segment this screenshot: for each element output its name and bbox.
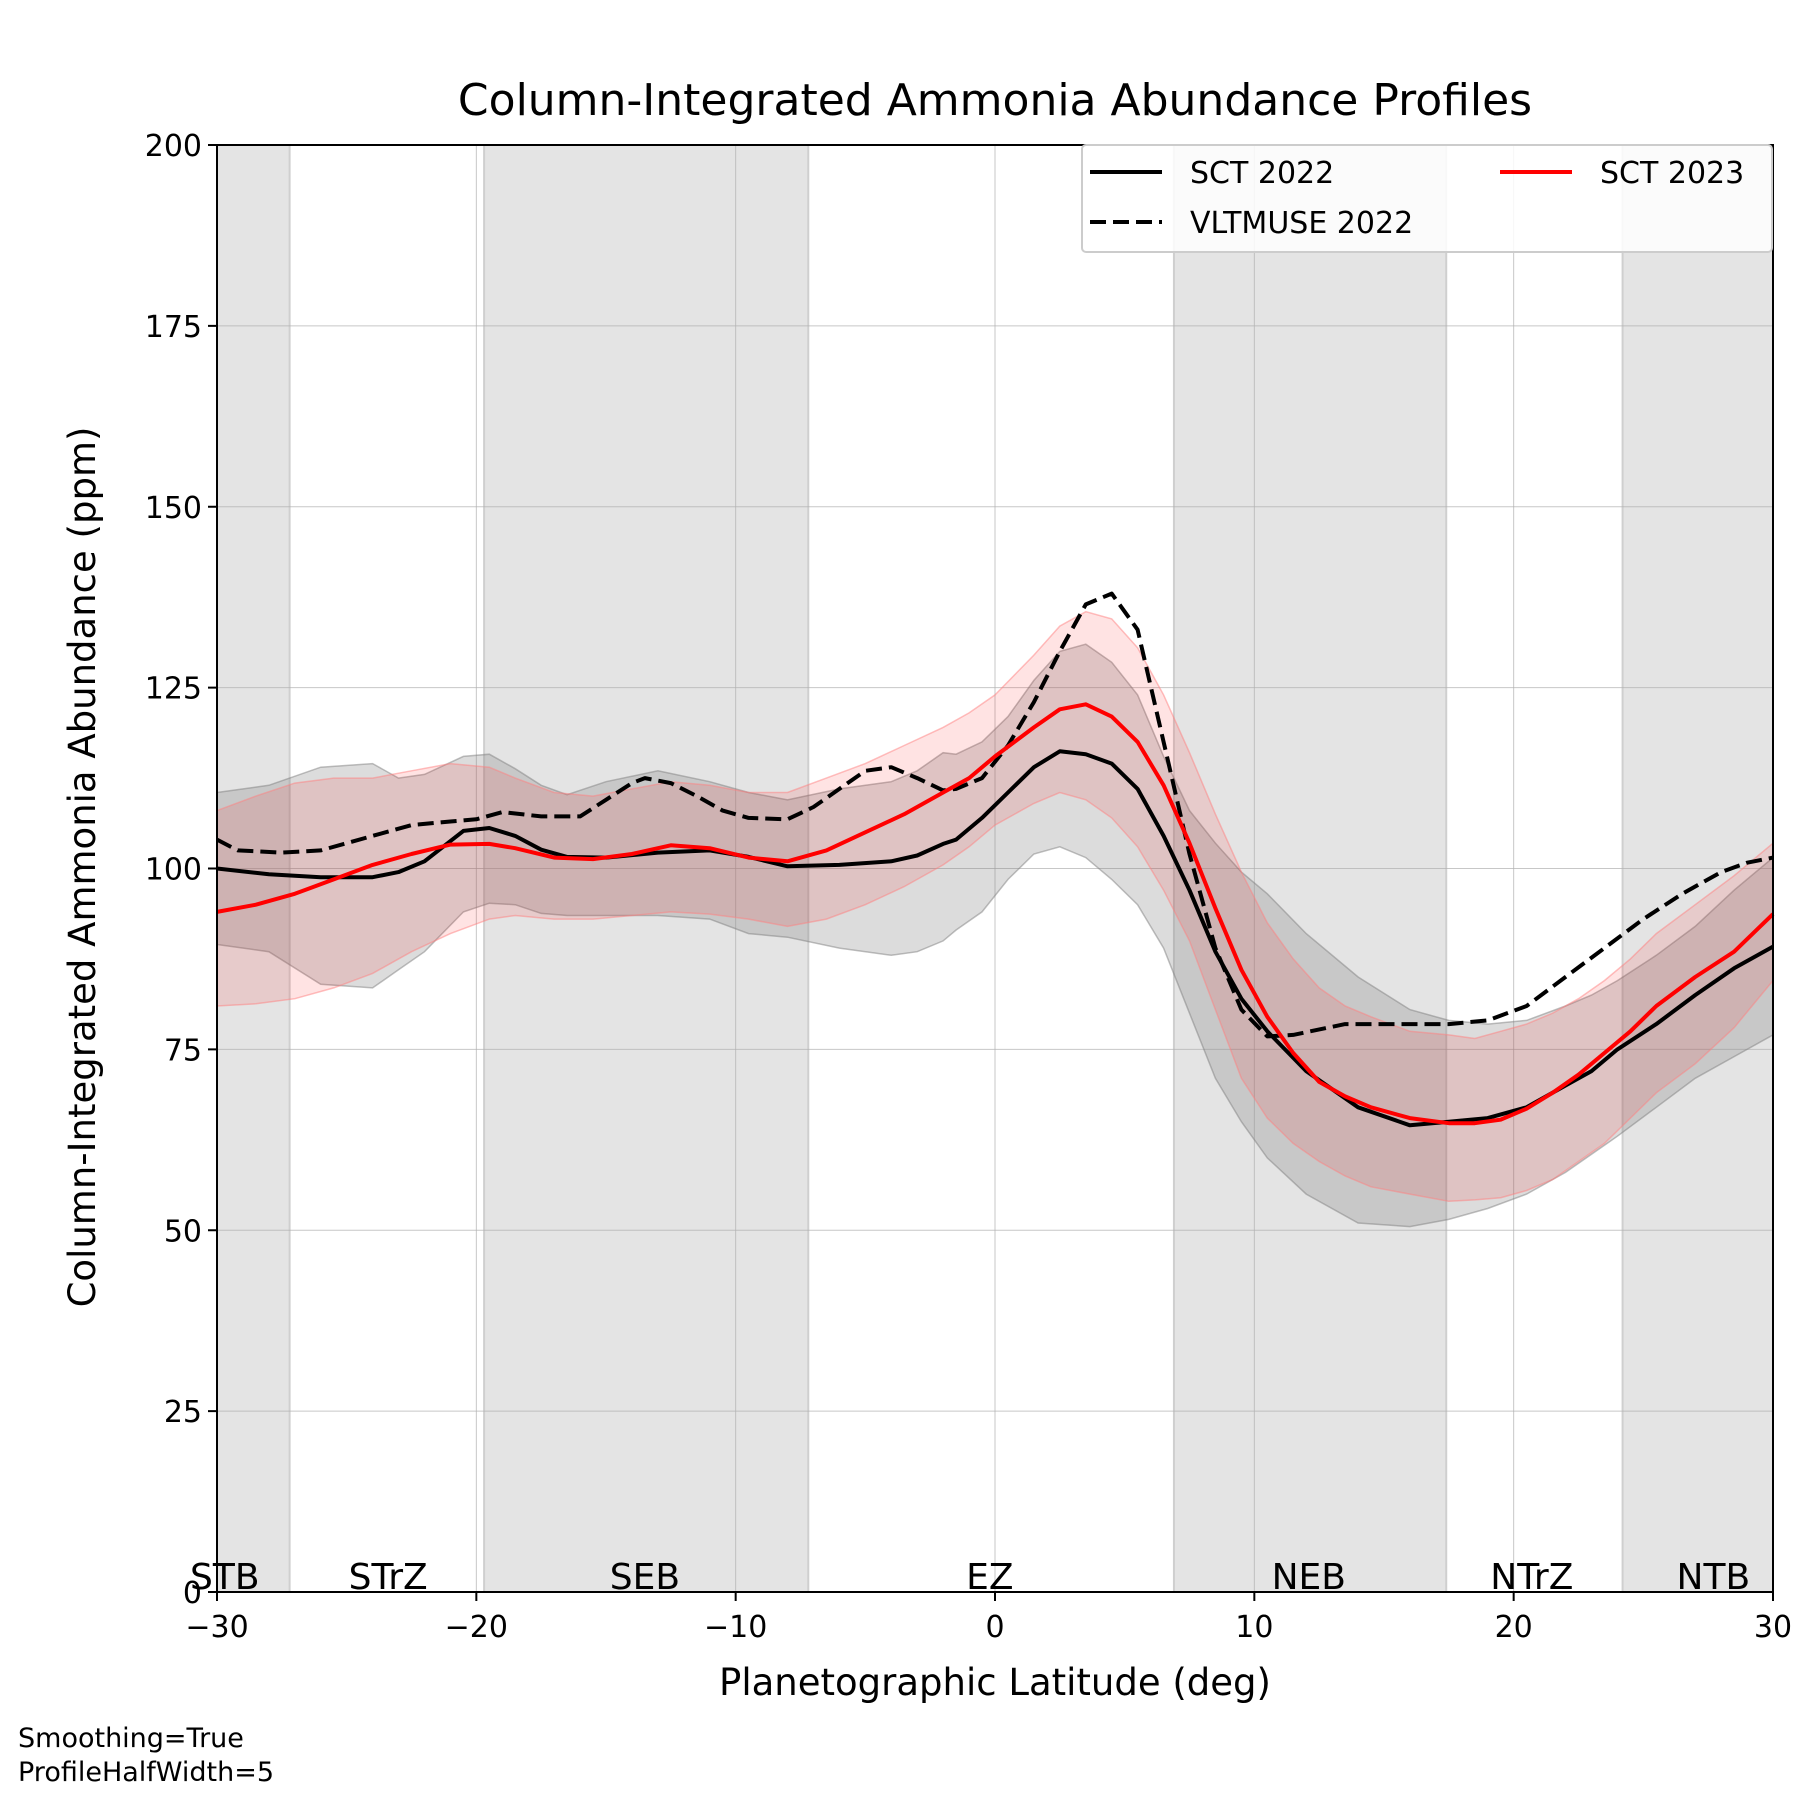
legend: SCT 2022 VLTMUSE 2022 SCT 2023 — [1081, 144, 1773, 253]
y-tick-label: 75 — [164, 1033, 202, 1068]
chart-title: Column-Integrated Ammonia Abundance Prof… — [458, 75, 1532, 126]
x-tick-label: −20 — [445, 1610, 508, 1645]
plot-area: STB STrZ SEB EZ NEB NTrZ NTB−30 −20 −10 0 10 20 3002… — [145, 129, 1792, 1645]
x-tick-label: −30 — [185, 1610, 248, 1645]
legend-label: SCT 2022 — [1190, 156, 1334, 191]
series-line-sct-2022 — [216, 749, 1774, 1128]
series-line-sct-2023 — [216, 702, 1775, 1126]
x-tick-label: 30 — [1754, 1610, 1792, 1645]
x-tick-label: 20 — [1495, 1610, 1533, 1645]
y-axis-label: Column-Integrated Ammonia Abundance (ppm… — [61, 427, 104, 1308]
x-tick-label: −10 — [704, 1610, 767, 1645]
footnote: Smoothing=True ProfileHalfWidth=5 — [18, 1722, 274, 1790]
legend-box — [1081, 144, 1773, 253]
y-tick-label: 100 — [145, 853, 202, 888]
y-tick-label: 200 — [145, 129, 202, 164]
y-tick-label: 150 — [145, 491, 202, 526]
y-tick-label: 125 — [145, 672, 202, 707]
legend-label: VLTMUSE 2022 — [1190, 206, 1413, 241]
footnote-smoothing: Smoothing=True — [18, 1723, 244, 1754]
x-tick-label: 10 — [1235, 1610, 1273, 1645]
y-tick-label: 25 — [164, 1395, 202, 1430]
series-line-vltmuse-2022 — [216, 591, 1774, 1039]
legend-label: SCT 2023 — [1600, 156, 1744, 191]
y-tick-label: 50 — [164, 1214, 202, 1249]
x-axis-label: Planetographic Latitude (deg) — [719, 1661, 1271, 1704]
y-tick-label: 175 — [145, 310, 202, 345]
x-tick-label: 0 — [985, 1610, 1004, 1645]
footnote-profile-half-width: ProfileHalfWidth=5 — [18, 1757, 275, 1788]
y-tick-label: 0 — [183, 1576, 202, 1611]
